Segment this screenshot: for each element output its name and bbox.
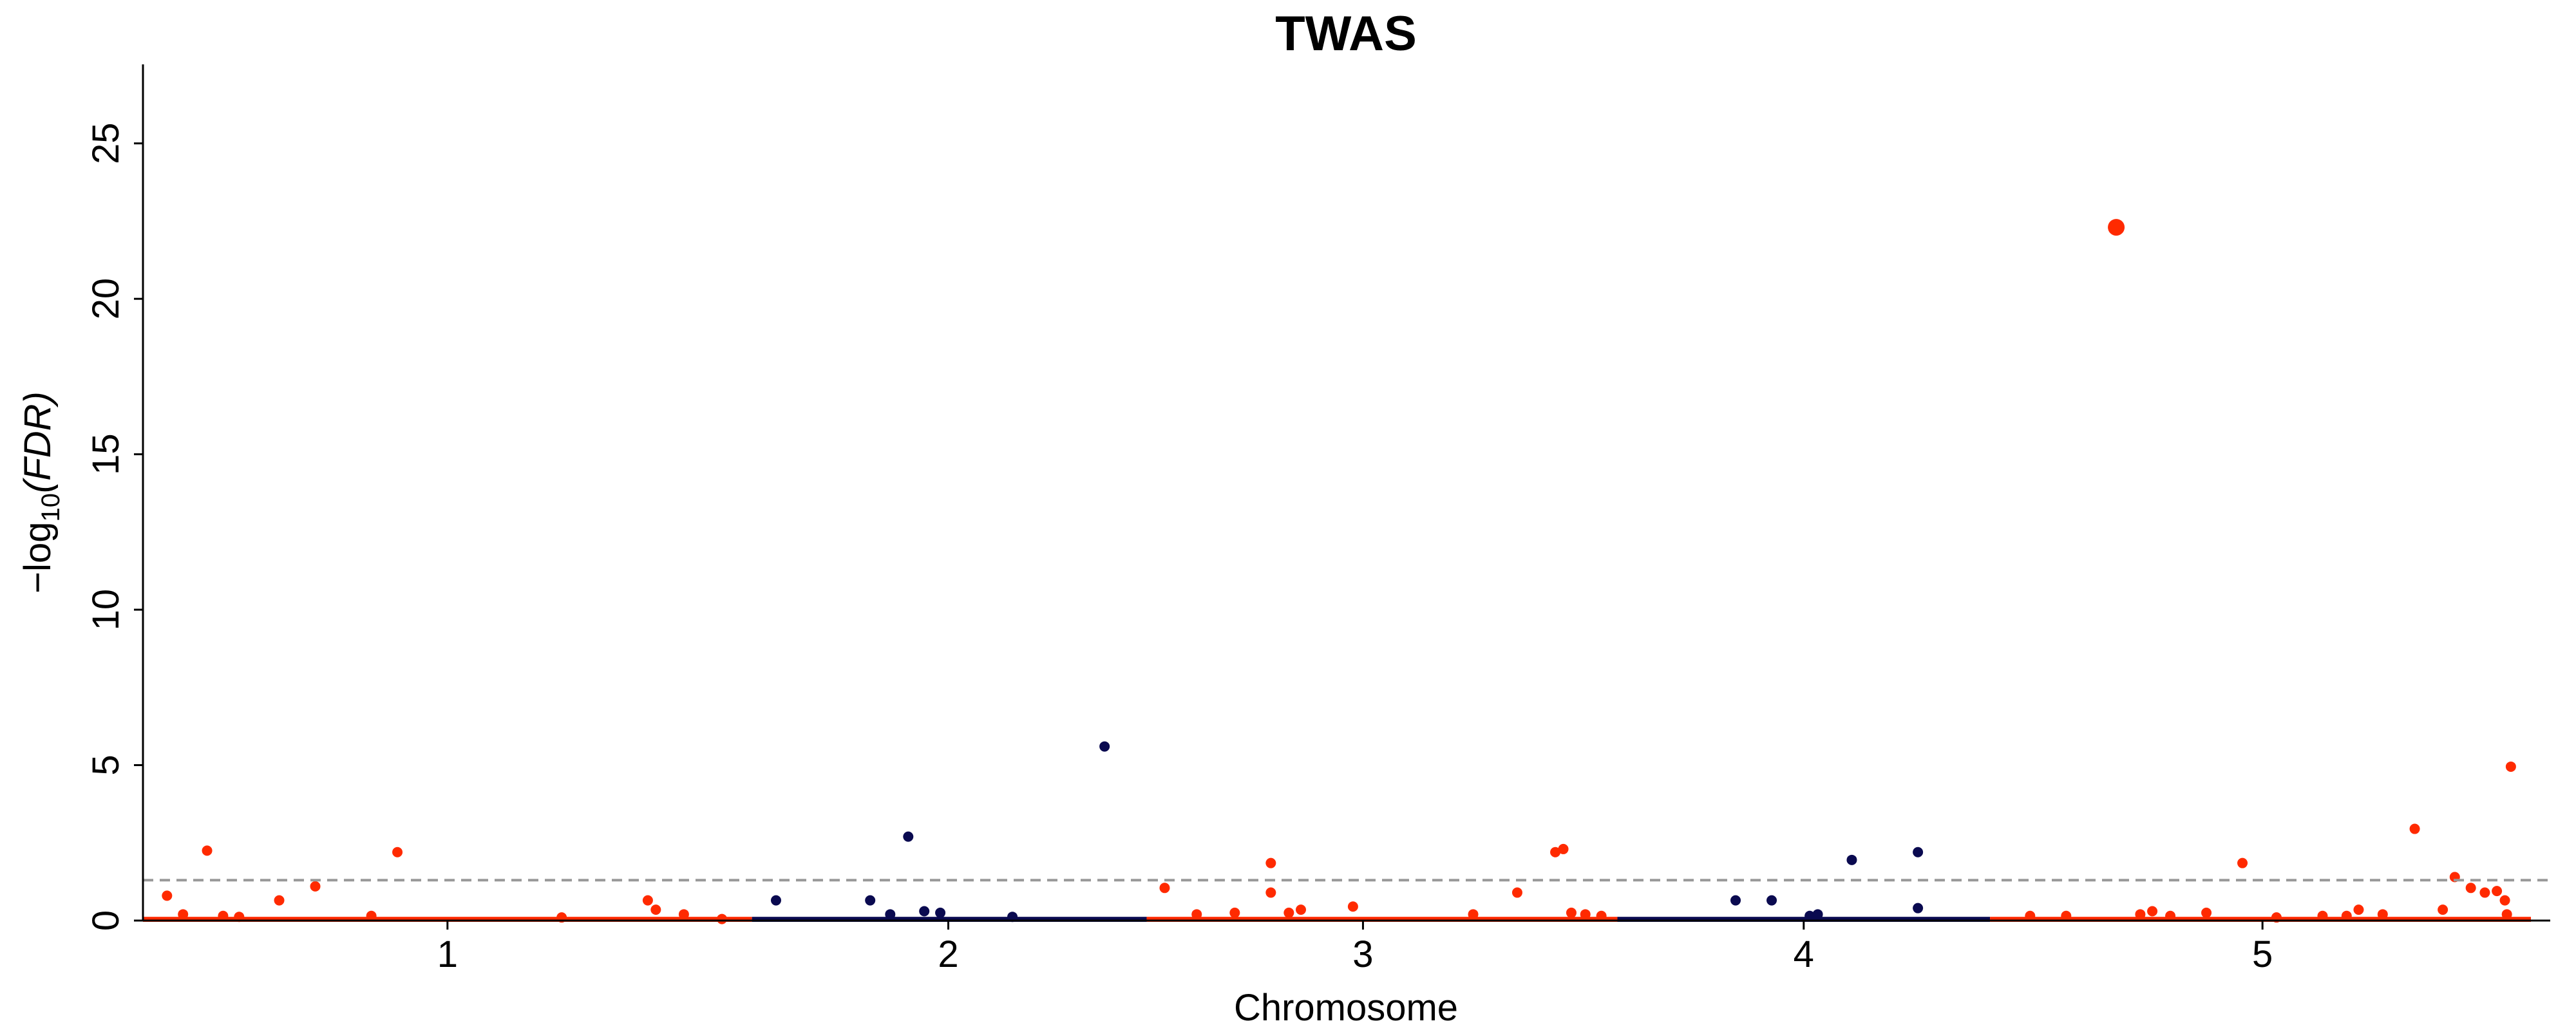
gene-point	[1296, 904, 1307, 915]
gene-point	[162, 890, 173, 901]
gene-point	[1283, 907, 1294, 918]
gene-point	[1566, 907, 1577, 918]
x-axis-ticks: 1 2 3 4 5	[437, 921, 2273, 975]
gene-point	[903, 831, 914, 842]
gene-point	[1846, 854, 1857, 865]
gene-point	[678, 909, 689, 920]
y-tick-label: 10	[85, 589, 127, 631]
gene-point	[218, 910, 229, 921]
gene-point	[1550, 847, 1561, 857]
gene-point	[2317, 910, 2328, 921]
data-points	[143, 219, 2531, 924]
gene-point	[1511, 887, 1522, 898]
gene-point	[2492, 886, 2503, 897]
y-tick-label: 5	[85, 754, 127, 775]
gene-point	[2061, 910, 2072, 921]
x-tick-label: 4	[1794, 933, 1814, 975]
chart-title: TWAS	[1275, 6, 1417, 61]
gene-point	[1468, 909, 1479, 920]
gene-point	[2201, 907, 2212, 918]
gene-point	[2165, 910, 2176, 921]
y-tick-label: 15	[85, 433, 127, 475]
chromosome-baseline-band	[1990, 917, 2531, 922]
gene-point	[1913, 903, 1924, 913]
gene-point	[274, 895, 285, 906]
y-axis-label-subscript: 10	[37, 493, 65, 522]
gene-point	[770, 895, 781, 906]
gene-point	[2501, 909, 2512, 920]
gene-point	[1812, 909, 1823, 920]
chromosome-baseline-band	[752, 917, 1147, 922]
gene-point	[178, 909, 189, 920]
gene-point	[366, 910, 377, 921]
gene-point	[885, 909, 896, 920]
y-tick-label: 25	[85, 122, 127, 164]
gene-point	[1099, 741, 1110, 752]
gene-point	[1229, 907, 1240, 918]
gene-point	[919, 906, 930, 917]
x-axis-label: Chromosome	[1234, 987, 1458, 1029]
gene-point	[1347, 901, 1358, 912]
gene-point	[1766, 895, 1777, 906]
gene-point	[310, 881, 321, 892]
gene-point	[2025, 910, 2036, 921]
y-tick-label: 0	[85, 910, 127, 931]
y-axis-ticks: 0 5 10 15 20 25	[85, 122, 143, 931]
gene-point	[2505, 761, 2516, 772]
gene-point	[2377, 909, 2388, 920]
gene-point	[1558, 843, 1569, 854]
chromosome-baseline-band	[1617, 917, 1991, 922]
gene-point	[2108, 219, 2125, 236]
gene-point	[1804, 910, 1815, 921]
gene-point	[717, 913, 728, 924]
x-tick-label: 3	[1352, 933, 1373, 975]
gene-point	[2135, 909, 2146, 920]
y-axis-label: −log10(FDR)	[17, 391, 65, 594]
gene-point	[935, 907, 946, 918]
gene-point	[1596, 910, 1607, 921]
gene-point	[392, 847, 403, 857]
gene-point	[2147, 906, 2158, 917]
gene-point	[2237, 857, 2248, 868]
y-axis-label-argument: (FDR)	[17, 391, 59, 493]
gene-point	[1730, 895, 1741, 906]
gene-point	[2499, 895, 2510, 906]
gene-point	[2409, 823, 2420, 834]
gene-point	[1265, 857, 1276, 868]
gene-point	[202, 845, 213, 856]
gene-point	[1913, 847, 1924, 857]
gene-point	[1191, 909, 1202, 920]
x-tick-label: 2	[938, 933, 958, 975]
gene-point	[1007, 912, 1018, 922]
x-tick-label: 5	[2252, 933, 2273, 975]
gene-point	[1265, 887, 1276, 898]
y-axis-label-prefix: −log	[17, 522, 59, 594]
gene-point	[865, 895, 876, 906]
gene-point	[2465, 883, 2476, 894]
gene-point	[1159, 883, 1170, 894]
x-tick-label: 1	[437, 933, 458, 975]
gene-point	[2438, 904, 2448, 915]
gene-point	[650, 904, 661, 915]
gene-point	[2479, 887, 2490, 898]
chromosome-baseline-band	[1146, 917, 1618, 922]
gene-point	[2341, 910, 2352, 921]
gene-point	[2353, 904, 2364, 915]
y-tick-label: 20	[85, 278, 127, 320]
chromosome-baseline-band	[143, 917, 752, 922]
gene-point	[234, 912, 245, 922]
gene-point	[642, 895, 653, 906]
gene-point	[1580, 909, 1591, 920]
